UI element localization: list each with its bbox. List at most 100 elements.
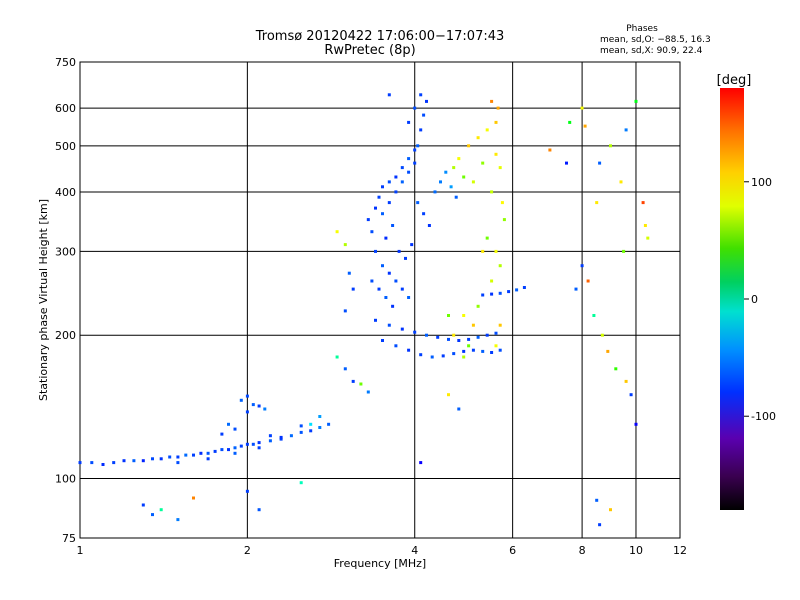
- data-point: [359, 382, 363, 386]
- data-point: [425, 333, 428, 337]
- data-point: [318, 415, 322, 418]
- data-point: [419, 128, 423, 132]
- data-point: [351, 379, 355, 383]
- data-point: [387, 271, 391, 275]
- data-point: [494, 331, 498, 335]
- y-tick-label: 200: [55, 329, 76, 342]
- data-point: [416, 144, 420, 148]
- data-point: [422, 113, 426, 117]
- data-point: [268, 439, 272, 443]
- colorbar-gradient: [720, 88, 744, 510]
- data-point: [592, 314, 596, 317]
- data-point: [498, 166, 502, 170]
- data-point: [441, 354, 445, 358]
- data-point: [227, 448, 230, 452]
- data-point: [370, 230, 374, 234]
- data-point: [335, 230, 339, 234]
- data-point: [481, 161, 485, 165]
- data-point: [407, 170, 411, 174]
- x-tick-label: 10: [629, 544, 643, 557]
- y-tick-label: 750: [55, 56, 76, 69]
- data-point: [159, 457, 163, 461]
- data-point: [377, 287, 381, 291]
- y-tick-label: 75: [62, 532, 76, 545]
- data-point: [343, 243, 347, 247]
- data-point: [471, 323, 475, 327]
- data-point: [257, 446, 261, 450]
- data-point: [407, 348, 411, 352]
- data-point: [490, 99, 494, 103]
- data-point: [343, 367, 347, 371]
- data-point: [507, 290, 511, 294]
- data-point: [416, 201, 420, 205]
- data-point: [565, 161, 568, 165]
- data-point: [239, 398, 243, 402]
- y-tick-label: 500: [55, 140, 76, 153]
- data-point: [410, 243, 414, 247]
- data-point: [467, 344, 471, 348]
- x-tick-label: 1: [77, 544, 84, 557]
- data-point: [391, 304, 395, 308]
- data-point: [452, 352, 456, 356]
- data-point: [251, 403, 255, 407]
- data-point: [335, 355, 339, 359]
- data-point: [467, 337, 471, 341]
- data-point: [485, 128, 489, 132]
- data-point: [227, 422, 230, 426]
- data-point: [462, 355, 466, 359]
- data-point: [374, 318, 377, 322]
- data-point: [122, 459, 126, 463]
- data-point: [595, 498, 599, 502]
- data-point: [439, 180, 442, 184]
- data-point: [481, 293, 485, 297]
- data-point: [481, 249, 485, 253]
- data-point: [192, 453, 195, 457]
- data-point: [609, 508, 612, 512]
- data-point: [318, 426, 322, 429]
- data-point: [263, 407, 267, 411]
- data-point: [548, 148, 552, 152]
- data-point: [400, 327, 404, 331]
- data-point: [624, 379, 628, 383]
- data-point: [387, 323, 391, 327]
- data-point: [391, 224, 395, 227]
- data-point: [176, 518, 180, 522]
- data-point: [343, 309, 347, 313]
- grid: [80, 62, 680, 538]
- data-point: [629, 393, 633, 397]
- chart-subtitle: RwPretec (8p): [324, 43, 415, 58]
- data-point: [366, 390, 370, 394]
- data-point: [498, 264, 502, 268]
- data-point: [447, 314, 450, 317]
- data-point: [433, 190, 437, 194]
- data-point: [522, 286, 526, 289]
- data-point: [233, 446, 237, 450]
- data-point: [233, 451, 237, 455]
- data-point: [586, 279, 590, 283]
- data-point: [485, 333, 489, 337]
- colorbar-tick-label: -100: [751, 410, 776, 423]
- data-point: [502, 218, 506, 222]
- data-point: [490, 292, 494, 296]
- data-point: [498, 291, 502, 295]
- data-point: [394, 190, 398, 194]
- data-point: [422, 212, 426, 216]
- data-point: [413, 330, 417, 334]
- y-tick-label: 300: [55, 245, 76, 258]
- data-point: [151, 457, 154, 461]
- y-axis-ticks: 75 100 200 300 400 500 600 750: [55, 56, 76, 545]
- data-point: [381, 264, 384, 268]
- data-point: [419, 353, 423, 357]
- data-point: [206, 457, 210, 461]
- data-point: [400, 166, 404, 170]
- data-point: [168, 455, 172, 459]
- data-point: [176, 455, 180, 459]
- data-point: [78, 461, 82, 465]
- x-tick-label: 4: [411, 544, 418, 557]
- data-point: [457, 407, 461, 411]
- data-point: [347, 271, 351, 275]
- data-point: [606, 349, 610, 353]
- data-point: [609, 144, 612, 148]
- data-point: [309, 429, 313, 433]
